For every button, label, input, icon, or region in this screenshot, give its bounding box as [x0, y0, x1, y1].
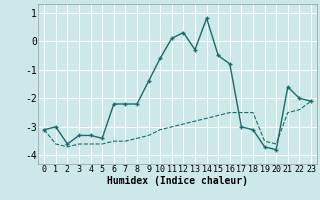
X-axis label: Humidex (Indice chaleur): Humidex (Indice chaleur) — [107, 176, 248, 186]
